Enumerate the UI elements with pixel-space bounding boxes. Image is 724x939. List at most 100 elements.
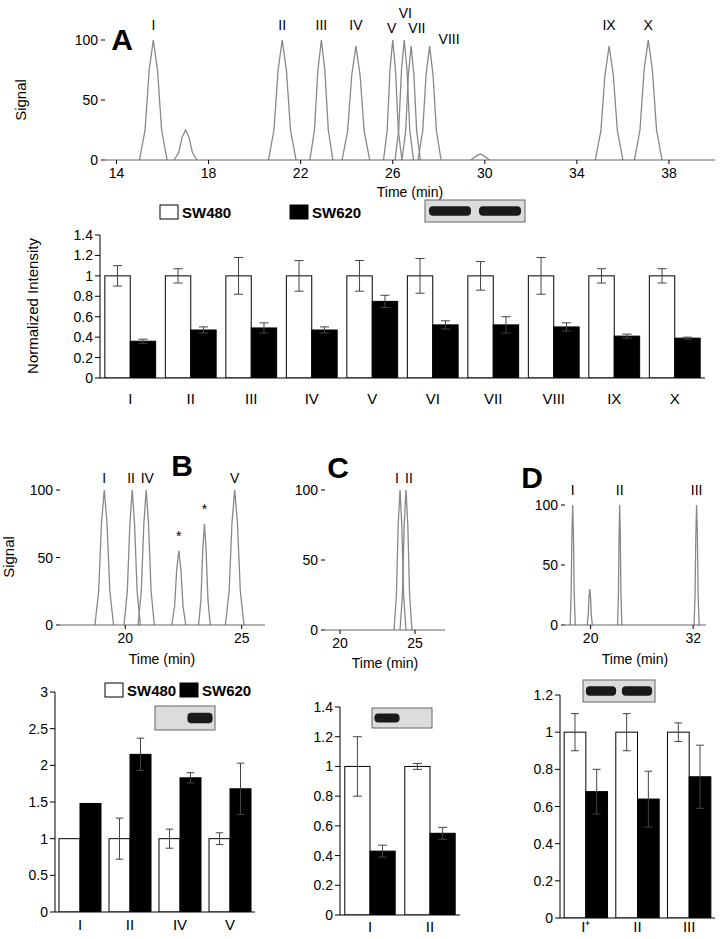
tick: [335, 707, 340, 708]
axis-line: [105, 160, 715, 161]
error-bar: [622, 334, 631, 338]
label: 0: [85, 370, 93, 386]
label: 14: [109, 165, 125, 181]
axis-title: Time (min): [377, 184, 443, 200]
error-cap: [441, 328, 450, 329]
error-bar: [674, 723, 682, 742]
category-label: I: [128, 390, 132, 407]
error-cap: [113, 286, 122, 287]
tick: [484, 160, 485, 164]
error-cap: [380, 307, 389, 308]
tick: [50, 692, 55, 693]
error-stem: [263, 323, 264, 333]
label: 26: [385, 165, 401, 181]
tick: [561, 625, 565, 626]
peak-label: IV: [349, 17, 363, 33]
error-stem: [445, 321, 446, 329]
error-stem: [384, 295, 385, 307]
label: 25: [234, 630, 250, 646]
tick: [50, 875, 55, 876]
bar: [105, 276, 130, 378]
axis-title: Signal: [0, 536, 17, 578]
label: 0.5: [29, 867, 49, 883]
plot-area: [564, 714, 711, 918]
axis-line: [100, 235, 101, 378]
trace: [342, 46, 370, 160]
error-cap: [320, 333, 329, 334]
blot-band: [187, 713, 212, 724]
panel-letter: A: [111, 23, 133, 56]
axis-line: [100, 378, 705, 379]
legend-swatch: [180, 683, 198, 697]
bar: [468, 276, 493, 378]
error-cap: [234, 257, 243, 258]
error-cap: [657, 283, 666, 284]
label: 18: [201, 165, 217, 181]
blot-frame: [372, 708, 432, 728]
peak-label: I: [151, 17, 155, 33]
error-bar: [187, 773, 195, 783]
error-cap: [137, 770, 145, 771]
chromatogram: 2032050100DTime (min)IIIIII: [521, 461, 706, 667]
error-cap: [644, 826, 652, 827]
chromatogram: 2025050100BTime (min)SignalIIIIV**V: [0, 449, 265, 667]
label: 100: [295, 482, 319, 498]
error-stem: [203, 327, 204, 333]
tick: [50, 912, 55, 913]
error-bar: [415, 258, 424, 293]
label: 100: [75, 32, 99, 48]
error-stem: [596, 769, 597, 814]
error-stem: [541, 257, 542, 294]
error-bar: [294, 261, 303, 292]
category-label: II: [187, 390, 195, 407]
error-cap: [380, 295, 389, 296]
error-cap: [571, 750, 579, 751]
blot-band: [374, 714, 399, 723]
error-cap: [138, 339, 147, 340]
trace: [694, 505, 699, 625]
peak-label: I: [102, 470, 106, 486]
error-bar: [320, 327, 329, 333]
trace: [384, 40, 402, 160]
peak-label: *: [202, 501, 208, 517]
panel-letter: C: [327, 451, 349, 484]
category-label: III: [245, 390, 258, 407]
error-stem: [169, 829, 170, 848]
bar: [370, 851, 395, 915]
tick: [335, 736, 340, 737]
tick: [561, 565, 565, 566]
error-stem: [678, 723, 679, 742]
error-cap: [562, 331, 571, 332]
error-stem: [626, 334, 627, 338]
error-bar: [683, 337, 692, 339]
label: 0: [545, 910, 553, 926]
tick: [50, 728, 55, 729]
label: 22: [293, 165, 309, 181]
legend: SW480SW620: [160, 204, 361, 221]
error-cap: [622, 338, 631, 339]
label: 1: [325, 758, 333, 774]
tick: [392, 160, 393, 164]
error-bar: [138, 339, 147, 343]
label: 1: [85, 268, 93, 284]
axis-title: Signal: [12, 79, 29, 121]
label: 0.2: [74, 350, 94, 366]
tick: [95, 357, 100, 358]
tick: [555, 918, 560, 919]
error-stem: [238, 257, 239, 294]
axis-title: Normalized Intensity: [24, 238, 41, 374]
bar: [675, 338, 700, 378]
error-bar: [593, 769, 601, 814]
label: 0.8: [74, 288, 94, 304]
label: 0: [550, 617, 558, 633]
bar-chart: I⁺IIIII00.20.40.60.811.2: [534, 680, 715, 935]
error-stem: [601, 269, 602, 283]
trace: [570, 505, 575, 625]
error-cap: [674, 741, 682, 742]
tick: [56, 490, 60, 491]
error-cap: [623, 750, 631, 751]
panel-letter: D: [521, 461, 543, 494]
error-bar: [571, 714, 579, 751]
error-cap: [199, 333, 208, 334]
bar: [430, 833, 455, 915]
